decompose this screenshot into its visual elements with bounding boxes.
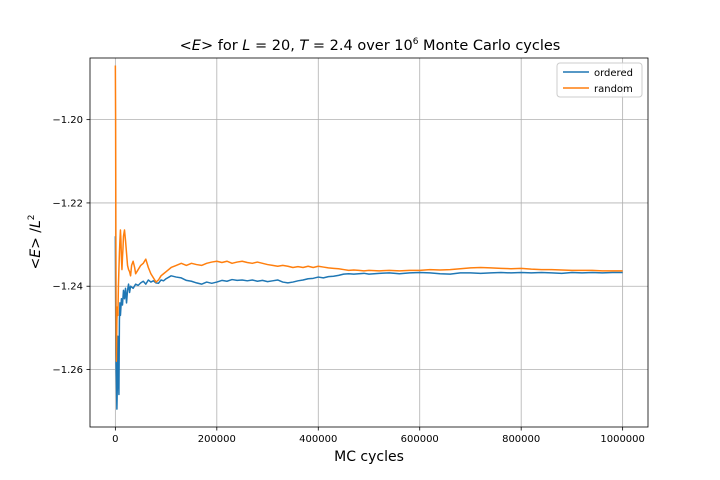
x-tick-label: 400000 — [299, 434, 337, 445]
y-tick-label: −1.22 — [52, 198, 83, 209]
legend: ordered random — [556, 62, 643, 98]
x-tick-label: 600000 — [401, 434, 439, 445]
y-tick-label: −1.24 — [52, 282, 83, 293]
y-tick-label: −1.26 — [52, 365, 83, 376]
x-tick-label: 200000 — [198, 434, 236, 445]
series-line-random — [114, 65, 623, 362]
series-lines — [114, 65, 623, 410]
legend-ordered-label: ordered — [594, 68, 633, 79]
x-tick-label: 800000 — [502, 434, 540, 445]
x-tick-label: 1000000 — [600, 434, 645, 445]
legend-random-label: random — [594, 84, 633, 95]
x-axis-label: MC cycles — [334, 449, 404, 465]
chart-title: <E> for L = 20, T = 2.4 over 106 Monte C… — [180, 37, 561, 54]
axis-ticks: 0 200000 400000 600000 800000 1000000 −1.26 −1.… — [52, 115, 645, 445]
x-tick-label: 0 — [112, 434, 118, 445]
y-tick-label: −1.20 — [52, 115, 83, 126]
series-line-ordered — [114, 236, 623, 410]
y-axis-label: <E> /L2 — [27, 214, 44, 269]
plot-area-frame — [89, 57, 649, 428]
grid — [90, 58, 648, 427]
